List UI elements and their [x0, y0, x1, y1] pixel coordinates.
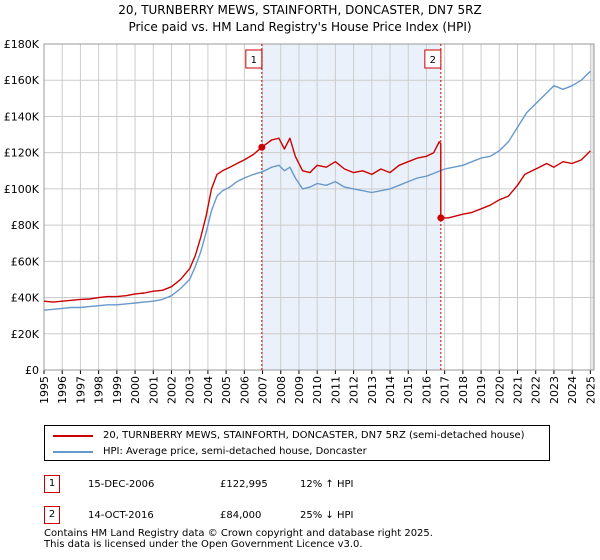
footer-line-2: This data is licensed under the Open Gov…	[44, 539, 363, 550]
legend-label-property: 20, TURNBERRY MEWS, STAINFORTH, DONCASTE…	[103, 430, 525, 441]
x-tick-label: 2006	[238, 376, 251, 404]
chart-title-block: 20, TURNBERRY MEWS, STAINFORTH, DONCASTE…	[0, 2, 600, 36]
y-tick-label: £60K	[11, 255, 40, 268]
sale-label-box	[424, 49, 442, 69]
sale-hpi-change: 25% ↓ HPI	[300, 510, 354, 521]
y-tick-label: £20K	[11, 328, 40, 341]
price-chart: £0 £20K £40K £60K £80K £100K £120K £140K £160K £1…	[4, 38, 598, 404]
x-tick-label: 1996	[56, 376, 69, 404]
y-tick-label: £100K	[4, 183, 40, 196]
x-tick-label: 2021	[512, 376, 525, 404]
x-tick-label: 1998	[93, 376, 106, 404]
x-tick-label: 2012	[348, 376, 361, 404]
x-tick-label: 2016	[420, 376, 433, 404]
property-price-line	[43, 137, 591, 303]
legend-swatch-property	[53, 435, 93, 437]
sale-point	[258, 143, 266, 151]
x-tick-label: 2023	[548, 376, 561, 404]
y-tick-label: £160K	[4, 74, 40, 87]
legend-swatch-hpi	[53, 451, 93, 453]
x-tick-label: 2008	[275, 376, 288, 404]
x-tick-label: 1999	[111, 376, 124, 404]
x-tick-label: 2003	[184, 376, 197, 404]
y-tick-label: £0	[25, 364, 39, 377]
y-tick-label: £180K	[4, 38, 40, 51]
y-tick-label: £40K	[11, 292, 40, 305]
y-tick-label: £120K	[4, 147, 40, 160]
x-tick-label: 2001	[147, 376, 160, 404]
sale-label-number: 1	[251, 55, 257, 66]
x-tick-label: 2000	[129, 376, 142, 404]
chart-subtitle: Price paid vs. HM Land Registry's House …	[128, 20, 472, 34]
sale-label-box	[245, 49, 263, 69]
sale-badge: 2	[44, 506, 60, 524]
footer: Contains HM Land Registry data © Crown c…	[44, 528, 433, 550]
sale-price: £122,995	[220, 479, 268, 490]
y-tick-label: £80K	[11, 219, 40, 232]
ownership-shade	[261, 44, 441, 370]
future-shade	[590, 44, 594, 370]
x-tick-label: 2007	[257, 376, 270, 404]
sale-hpi-change: 12% ↑ HPI	[300, 479, 354, 490]
sale-date: 15-DEC-2006	[88, 479, 155, 490]
legend: 20, TURNBERRY MEWS, STAINFORTH, DONCASTE…	[44, 425, 550, 461]
x-tick-label: 2013	[366, 376, 379, 404]
x-tick-label: 2015	[402, 376, 415, 404]
x-tick-label: 2022	[530, 376, 543, 404]
sale-label-number: 2	[430, 55, 436, 66]
x-tick-label: 2011	[329, 376, 342, 404]
legend-label-hpi: HPI: Average price, semi-detached house,…	[103, 446, 367, 457]
sale-price: £84,000	[220, 510, 262, 521]
plot-frame	[43, 43, 595, 371]
x-tick-label: 2010	[311, 376, 324, 404]
x-tick-label: 2004	[202, 376, 215, 404]
x-tick-label: 2002	[165, 376, 178, 404]
sale-date: 14-OCT-2016	[88, 510, 154, 521]
x-tick-label: 2019	[475, 376, 488, 404]
x-tick-label: 2020	[493, 376, 506, 404]
x-tick-label: 2005	[220, 376, 233, 404]
sale-badge: 1	[44, 475, 60, 493]
footer-line-1: Contains HM Land Registry data © Crown c…	[44, 528, 433, 539]
x-tick-label: 2017	[439, 376, 452, 404]
x-tick-label: 1995	[38, 376, 51, 404]
x-tick-label: 2009	[293, 376, 306, 404]
chart-title: 20, TURNBERRY MEWS, STAINFORTH, DONCASTE…	[118, 3, 482, 17]
y-tick-label: £140K	[4, 110, 40, 123]
x-tick-label: 2018	[457, 376, 470, 404]
x-tick-label: 2025	[584, 376, 597, 404]
hpi-line	[43, 70, 591, 311]
sale-point	[437, 214, 445, 222]
x-tick-label: 1997	[74, 376, 87, 404]
x-tick-label: 2024	[566, 376, 579, 404]
x-tick-label: 2014	[384, 376, 397, 404]
